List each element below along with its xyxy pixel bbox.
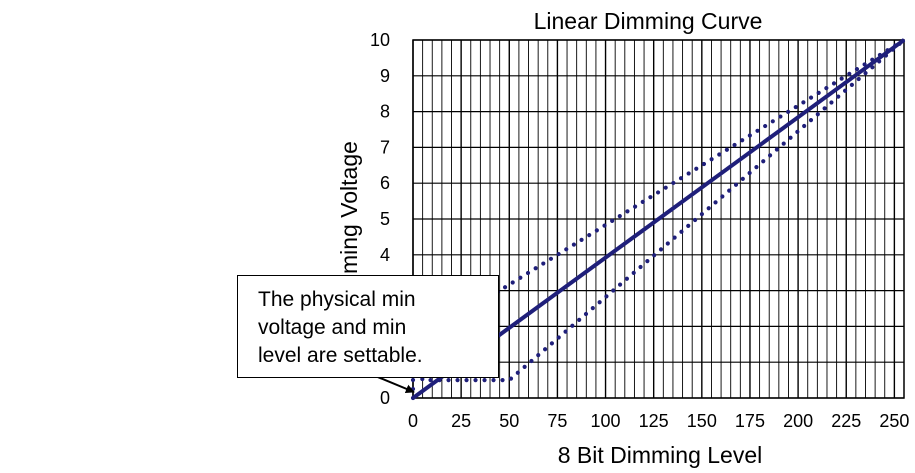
plot-frame [412, 39, 905, 399]
x-tick-label: 100 [591, 411, 621, 431]
x-tick-label: 225 [831, 411, 861, 431]
y-tick-label: 6 [380, 173, 390, 193]
x-tick-label: 175 [735, 411, 765, 431]
y-tick-label: 9 [380, 66, 390, 86]
annotation-callout: The physical min voltage and min level a… [237, 275, 499, 378]
annotation-line-2: voltage and min [258, 316, 407, 339]
x-tick-label: 0 [408, 411, 418, 431]
annotation-line-3: level are settable. [258, 344, 423, 367]
annotation-line-1: The physical min [258, 288, 416, 311]
x-axis-label: 8 Bit Dimming Level [558, 442, 763, 468]
y-tick-label: 5 [380, 209, 390, 229]
y-tick-label: 8 [380, 102, 390, 122]
chart-title: Linear Dimming Curve [534, 8, 763, 34]
y-tick-label: 7 [380, 137, 390, 157]
y-tick-label: 4 [380, 245, 390, 265]
x-tick-label: 200 [783, 411, 813, 431]
x-tick-label: 50 [499, 411, 519, 431]
x-tick-label: 75 [547, 411, 567, 431]
grid [412, 39, 905, 399]
y-tick-label: 0 [380, 388, 390, 408]
x-tick-label: 250 [879, 411, 909, 431]
x-tick-label: 125 [639, 411, 669, 431]
x-tick-label: 25 [451, 411, 471, 431]
x-tick-label: 150 [687, 411, 717, 431]
y-tick-label: 10 [370, 30, 390, 50]
